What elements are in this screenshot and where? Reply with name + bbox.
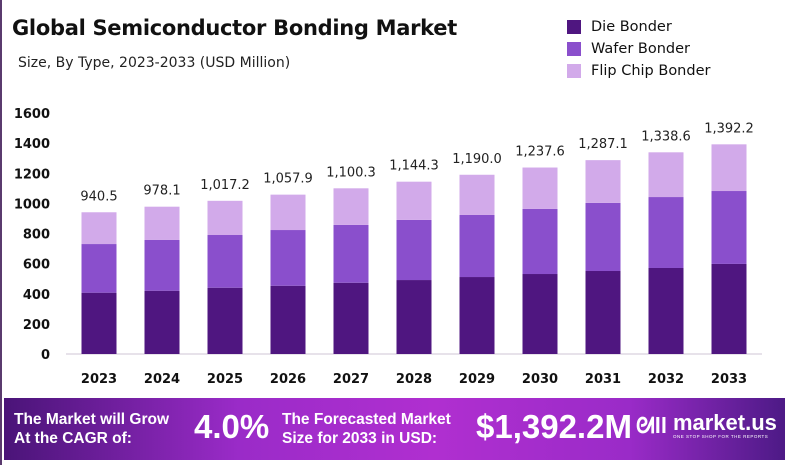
bar-segment-die-bonder bbox=[207, 287, 243, 354]
bar-segment-wafer-bonder bbox=[459, 214, 495, 278]
bar-segment-die-bonder bbox=[459, 277, 495, 354]
total-label: 940.5 bbox=[80, 189, 117, 204]
legend-swatch bbox=[567, 64, 581, 78]
bar-segment-flip-chip-bonder bbox=[648, 152, 684, 198]
bar-segment-die-bonder bbox=[270, 285, 306, 354]
legend-label: Wafer Bonder bbox=[591, 41, 690, 57]
total-label: 978.1 bbox=[143, 184, 180, 199]
market-us-logo: ᘛll market.us ONE STOP SHOP FOR THE REPOR… bbox=[636, 410, 777, 440]
cagr-label-line1: The Market will Grow bbox=[14, 411, 170, 428]
cagr-value: 4.0% bbox=[194, 408, 270, 445]
total-label: 1,392.2 bbox=[704, 121, 754, 136]
total-label: 1,057.9 bbox=[263, 172, 313, 187]
logo-tagline: ONE STOP SHOP FOR THE REPORTS bbox=[672, 434, 769, 439]
legend-swatch bbox=[567, 20, 581, 34]
chart-subtitle: Size, By Type, 2023-2033 (USD Million) bbox=[18, 55, 291, 71]
x-tick-label: 2030 bbox=[522, 372, 558, 387]
y-tick-label: 1200 bbox=[14, 167, 50, 182]
bar-segment-wafer-bonder bbox=[270, 230, 306, 286]
chart-title: Global Semiconductor Bonding Market bbox=[12, 16, 457, 40]
bar-segment-die-bonder bbox=[648, 267, 684, 354]
bar-segment-die-bonder bbox=[333, 282, 369, 354]
bar-segment-flip-chip-bonder bbox=[207, 200, 243, 236]
x-tick-label: 2025 bbox=[207, 372, 243, 387]
forecast-value: $1,392.2M bbox=[476, 408, 632, 445]
y-tick-label: 400 bbox=[23, 288, 50, 303]
x-tick-label: 2028 bbox=[396, 372, 432, 387]
bar-segment-flip-chip-bonder bbox=[333, 188, 369, 225]
bar-segment-flip-chip-bonder bbox=[270, 194, 306, 231]
total-label: 1,100.3 bbox=[326, 165, 376, 180]
bar-segment-die-bonder bbox=[585, 271, 621, 354]
y-tick-label: 1600 bbox=[14, 107, 50, 122]
y-tick-label: 1000 bbox=[14, 197, 50, 212]
bar-segment-flip-chip-bonder bbox=[144, 206, 180, 240]
x-tick-label: 2026 bbox=[270, 372, 306, 387]
bar-segment-wafer-bonder bbox=[711, 191, 747, 264]
logo-icon: ᘛll bbox=[636, 412, 667, 438]
bar-segment-die-bonder bbox=[396, 280, 432, 354]
y-tick-label: 600 bbox=[23, 258, 50, 273]
bar-segment-die-bonder bbox=[711, 263, 747, 354]
total-label: 1,338.6 bbox=[641, 129, 691, 144]
legend-label: Flip Chip Bonder bbox=[591, 63, 711, 79]
bar-segment-flip-chip-bonder bbox=[711, 144, 747, 192]
x-tick-label: 2029 bbox=[459, 372, 495, 387]
y-tick-label: 0 bbox=[41, 348, 50, 363]
bar-segment-wafer-bonder bbox=[207, 235, 243, 288]
bar-segment-die-bonder bbox=[144, 290, 180, 354]
x-tick-label: 2024 bbox=[144, 372, 180, 387]
total-label: 1,144.3 bbox=[389, 159, 439, 174]
bar-segment-die-bonder bbox=[522, 274, 558, 354]
bar-segment-wafer-bonder bbox=[648, 197, 684, 268]
legend-item-flip-chip-bonder: Flip Chip Bonder bbox=[567, 60, 710, 82]
bar-segment-flip-chip-bonder bbox=[585, 160, 621, 203]
y-tick-label: 800 bbox=[23, 228, 50, 243]
legend-item-wafer-bonder: Wafer Bonder bbox=[567, 38, 710, 60]
bar-segment-flip-chip-bonder bbox=[522, 167, 558, 209]
legend-swatch bbox=[567, 42, 581, 56]
bar-segment-die-bonder bbox=[81, 292, 117, 354]
bar-segment-wafer-bonder bbox=[81, 244, 117, 293]
bar-chart: 0 200 400 600 800 1000 1200 1400 1600 940.5 2023 97… bbox=[14, 107, 762, 387]
total-label: 1,287.1 bbox=[578, 137, 628, 152]
forecast-label-line2: Size for 2033 in USD: bbox=[282, 430, 438, 447]
x-tick-label: 2027 bbox=[333, 372, 369, 387]
x-tick-label: 2033 bbox=[711, 372, 747, 387]
bar-segment-wafer-bonder bbox=[522, 208, 558, 275]
cagr-label: The Market will Grow At the CAGR of: bbox=[14, 410, 169, 448]
legend: Die Bonder Wafer Bonder Flip Chip Bonder bbox=[567, 16, 710, 82]
cagr-label-line2: At the CAGR of: bbox=[14, 430, 132, 447]
x-tick-label: 2023 bbox=[81, 372, 117, 387]
x-tick-label: 2031 bbox=[585, 372, 621, 387]
bar-segment-wafer-bonder bbox=[585, 202, 621, 272]
bar-segment-flip-chip-bonder bbox=[396, 181, 432, 220]
total-label: 1,190.0 bbox=[452, 152, 502, 167]
y-tick-label: 200 bbox=[23, 318, 50, 333]
forecast-label: The Forecasted Market Size for 2033 in US… bbox=[282, 410, 451, 448]
legend-item-die-bonder: Die Bonder bbox=[567, 16, 710, 38]
bar-segment-wafer-bonder bbox=[144, 239, 180, 291]
legend-label: Die Bonder bbox=[591, 19, 672, 35]
summary-banner: The Market will Grow At the CAGR of: 4.0%… bbox=[4, 398, 785, 460]
bar-segment-wafer-bonder bbox=[396, 219, 432, 281]
total-label: 1,237.6 bbox=[515, 145, 565, 160]
logo-name: market.us bbox=[672, 410, 777, 435]
bar-segment-flip-chip-bonder bbox=[81, 212, 117, 245]
forecast-label-line1: The Forecasted Market bbox=[282, 411, 451, 428]
x-tick-label: 2032 bbox=[648, 372, 684, 387]
total-label: 1,017.2 bbox=[200, 178, 250, 193]
bar-segment-flip-chip-bonder bbox=[459, 174, 495, 215]
y-tick-label: 1400 bbox=[14, 137, 50, 152]
bar-segment-wafer-bonder bbox=[333, 224, 369, 283]
